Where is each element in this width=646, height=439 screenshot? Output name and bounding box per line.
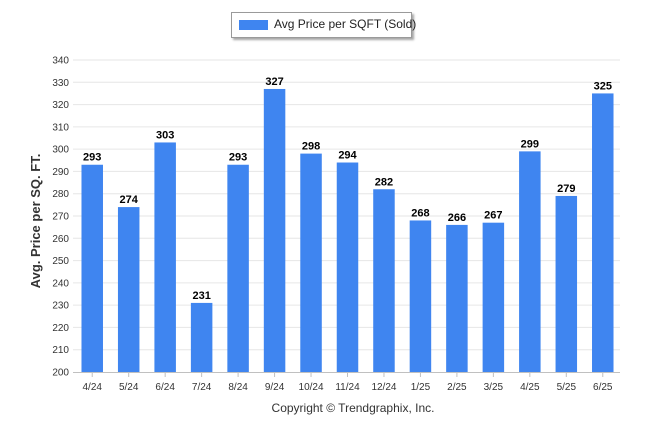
data-label: 267: [484, 210, 502, 222]
legend-swatch: [239, 20, 268, 30]
y-tick-label: 340: [52, 56, 69, 67]
x-tick-label: 4/24: [82, 382, 102, 393]
bar[interactable]: [337, 163, 359, 372]
x-tick-label: 9/24: [265, 382, 285, 393]
y-axis-title: Avg. Price per SQ. FT.: [28, 154, 43, 289]
data-label: 294: [338, 150, 357, 162]
bar[interactable]: [373, 189, 395, 372]
bar[interactable]: [592, 93, 614, 372]
data-label: 303: [156, 129, 174, 141]
data-label: 293: [83, 152, 101, 164]
x-tick-label: 5/25: [557, 382, 577, 393]
x-tick-label: 2/25: [447, 382, 467, 393]
bar[interactable]: [191, 303, 213, 372]
x-tick-label: 6/25: [593, 382, 613, 393]
bar[interactable]: [154, 142, 176, 372]
copyright-footer: Copyright © Trendgraphix, Inc.: [0, 401, 646, 415]
y-tick-label: 290: [52, 167, 69, 178]
y-tick-label: 320: [52, 100, 69, 111]
y-tick-label: 300: [52, 145, 69, 156]
x-tick-label: 11/24: [335, 382, 360, 393]
x-tick-label: 7/24: [192, 382, 212, 393]
y-tick-label: 280: [52, 189, 69, 200]
data-label: 231: [192, 290, 210, 302]
x-tick-label: 5/24: [119, 382, 139, 393]
data-label: 279: [557, 183, 575, 195]
x-tick-label: 6/24: [155, 382, 175, 393]
x-tick-label: 4/25: [520, 382, 540, 393]
y-tick-label: 270: [52, 212, 69, 223]
bar[interactable]: [483, 223, 505, 372]
data-label: 327: [265, 76, 283, 88]
data-label: 293: [229, 152, 247, 164]
data-label: 298: [302, 141, 320, 153]
bar[interactable]: [300, 154, 322, 372]
data-label: 299: [521, 138, 539, 150]
bar[interactable]: [410, 220, 432, 372]
data-label: 274: [120, 194, 139, 206]
x-tick-label: 12/24: [371, 382, 396, 393]
y-tick-label: 310: [52, 122, 69, 133]
chart-container: 293 274 303 231 293 327 298 294 282 268 266 267 299 2…: [0, 0, 646, 434]
bar[interactable]: [264, 89, 286, 372]
data-label: 325: [594, 80, 612, 92]
data-label: 268: [411, 207, 429, 219]
y-tick-label: 200: [52, 368, 69, 379]
x-tick-label: 1/25: [411, 382, 431, 393]
bar-chart: 293 274 303 231 293 327 298 294 282 268 266 267 299 2…: [0, 0, 646, 434]
y-tick-label: 210: [52, 345, 69, 356]
legend[interactable]: Avg Price per SQFT (Sold): [231, 12, 412, 38]
x-tick-label: 3/25: [484, 382, 504, 393]
bar[interactable]: [519, 151, 541, 372]
bar[interactable]: [227, 165, 249, 372]
x-tick-label: 8/24: [228, 382, 248, 393]
y-tick-label: 330: [52, 78, 69, 89]
y-tick-label: 230: [52, 301, 69, 312]
y-tick-label: 250: [52, 256, 69, 267]
y-tick-label: 260: [52, 234, 69, 245]
legend-label: Avg Price per SQFT (Sold): [274, 17, 416, 31]
bar[interactable]: [81, 165, 103, 372]
x-tick-label: 10/24: [299, 382, 324, 393]
y-tick-label: 220: [52, 323, 69, 334]
bar[interactable]: [446, 225, 468, 372]
bar[interactable]: [118, 207, 140, 372]
data-label: 282: [375, 176, 393, 188]
data-label: 266: [448, 212, 466, 224]
y-tick-label: 240: [52, 278, 69, 289]
bar[interactable]: [556, 196, 578, 372]
